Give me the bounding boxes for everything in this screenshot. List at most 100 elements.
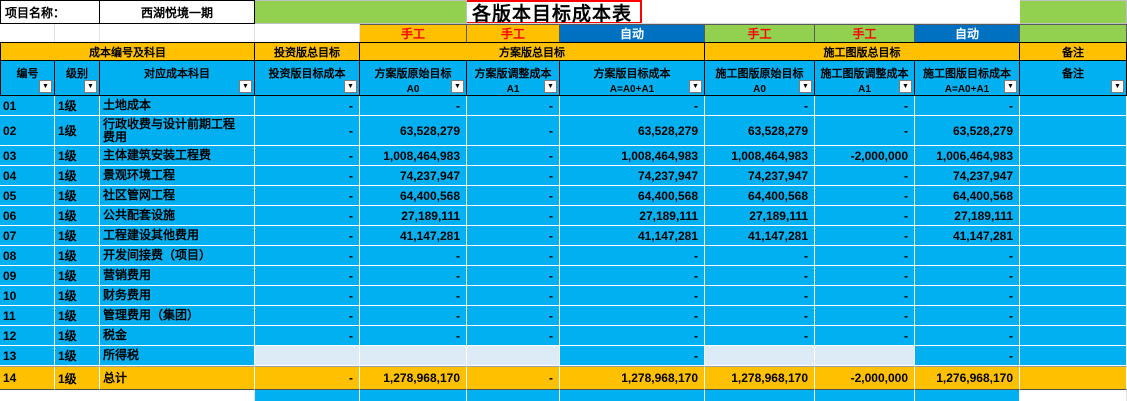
cell-value[interactable]: - <box>255 366 360 390</box>
cell-value[interactable]: 27,189,111 <box>360 206 467 226</box>
cell-no[interactable]: 08 <box>0 246 55 266</box>
cell-level[interactable]: 1级 <box>55 226 100 246</box>
cell-note[interactable] <box>1020 166 1127 186</box>
cell[interactable] <box>705 390 815 401</box>
cell-no[interactable]: 06 <box>0 206 55 226</box>
cell-value[interactable]: - <box>815 266 915 286</box>
cell-no[interactable]: 02 <box>0 116 55 146</box>
cell-value[interactable]: - <box>467 366 560 390</box>
cell-subject[interactable]: 开发间接费（项目） <box>100 246 255 266</box>
project-name-value[interactable]: 西湖悦境一期 <box>100 0 255 24</box>
cell-value[interactable]: 1,008,464,983 <box>560 146 705 166</box>
cell-value[interactable]: - <box>815 226 915 246</box>
cell-value[interactable]: 1,006,464,983 <box>915 146 1020 166</box>
cell-value[interactable]: - <box>467 306 560 326</box>
cell-value[interactable]: 1,008,464,983 <box>360 146 467 166</box>
autofilter-button[interactable]: ▼ <box>799 80 812 93</box>
cell-value[interactable]: - <box>705 96 815 116</box>
cell-value[interactable]: 1,278,968,170 <box>360 366 467 390</box>
cell-note[interactable] <box>1020 96 1127 116</box>
cell-value[interactable]: 27,189,111 <box>705 206 815 226</box>
cell-value[interactable]: - <box>915 246 1020 266</box>
cell-value[interactable]: - <box>255 326 360 346</box>
cell-note[interactable] <box>1020 326 1127 346</box>
cell-no[interactable]: 05 <box>0 186 55 206</box>
cell-value[interactable]: 64,400,568 <box>705 186 815 206</box>
cell-value[interactable]: - <box>815 306 915 326</box>
cell-value[interactable]: 74,237,947 <box>915 166 1020 186</box>
cell-value[interactable]: - <box>467 116 560 146</box>
cell-value[interactable]: - <box>560 266 705 286</box>
cell-value[interactable]: - <box>255 186 360 206</box>
cell-value[interactable]: - <box>915 326 1020 346</box>
cell-value[interactable]: - <box>255 226 360 246</box>
cell-value[interactable]: 63,528,279 <box>360 116 467 146</box>
cell[interactable] <box>467 390 560 401</box>
cell-level[interactable]: 1级 <box>55 116 100 146</box>
cell-value[interactable]: 1,278,968,170 <box>560 366 705 390</box>
cell-subject[interactable]: 公共配套设施 <box>100 206 255 226</box>
cell-value[interactable]: - <box>560 326 705 346</box>
cell-value[interactable]: 1,276,968,170 <box>915 366 1020 390</box>
cell-value[interactable]: - <box>705 306 815 326</box>
cell-value[interactable] <box>815 346 915 366</box>
cell-value[interactable] <box>360 346 467 366</box>
autofilter-button[interactable]: ▼ <box>1004 80 1017 93</box>
cell-value[interactable]: 64,400,568 <box>915 186 1020 206</box>
cell-subject[interactable]: 总计 <box>100 366 255 390</box>
autofilter-button[interactable]: ▼ <box>1111 80 1124 93</box>
cell-subject[interactable]: 工程建设其他费用 <box>100 226 255 246</box>
cell-subject[interactable]: 行政收费与设计前期工程费用 <box>100 116 255 146</box>
cell-no[interactable]: 14 <box>0 366 55 390</box>
cell-value[interactable]: - <box>815 206 915 226</box>
cell-note[interactable] <box>1020 116 1127 146</box>
cell-value[interactable]: - <box>815 96 915 116</box>
cell-subject[interactable]: 社区管网工程 <box>100 186 255 206</box>
cell-value[interactable]: 41,147,281 <box>360 226 467 246</box>
cell[interactable] <box>255 390 360 401</box>
cell-no[interactable]: 09 <box>0 266 55 286</box>
autofilter-button[interactable]: ▼ <box>899 80 912 93</box>
cell-value[interactable]: - <box>467 96 560 116</box>
cell-value[interactable]: - <box>467 246 560 266</box>
cell-value[interactable]: - <box>255 96 360 116</box>
cell[interactable] <box>0 390 255 401</box>
cell-note[interactable] <box>1020 286 1127 306</box>
cell-value[interactable]: - <box>915 306 1020 326</box>
cell-subject[interactable]: 管理费用（集团） <box>100 306 255 326</box>
cell-value[interactable]: - <box>467 286 560 306</box>
cell-level[interactable]: 1级 <box>55 306 100 326</box>
cell-subject[interactable]: 税金 <box>100 326 255 346</box>
cell-note[interactable] <box>1020 246 1127 266</box>
cell-value[interactable]: - <box>467 326 560 346</box>
cell-value[interactable]: - <box>815 116 915 146</box>
cell-subject[interactable]: 所得税 <box>100 346 255 366</box>
cell-value[interactable]: - <box>360 246 467 266</box>
cell-note[interactable] <box>1020 346 1127 366</box>
cell-value[interactable]: - <box>255 286 360 306</box>
cell-value[interactable]: 41,147,281 <box>705 226 815 246</box>
cell-value[interactable]: - <box>467 146 560 166</box>
cell-value[interactable]: - <box>560 306 705 326</box>
cell-subject[interactable]: 营销费用 <box>100 266 255 286</box>
cell-value[interactable]: - <box>360 96 467 116</box>
cell-no[interactable]: 01 <box>0 96 55 116</box>
cell-level[interactable]: 1级 <box>55 186 100 206</box>
cell-no[interactable]: 04 <box>0 166 55 186</box>
cell-value[interactable]: 1,278,968,170 <box>705 366 815 390</box>
cell-no[interactable]: 10 <box>0 286 55 306</box>
cell-value[interactable]: - <box>467 226 560 246</box>
autofilter-button[interactable]: ▼ <box>451 80 464 93</box>
cell-value[interactable]: - <box>255 166 360 186</box>
cell-note[interactable] <box>1020 306 1127 326</box>
cell-value[interactable]: - <box>255 306 360 326</box>
cell-value[interactable]: - <box>467 206 560 226</box>
cell-value[interactable]: 74,237,947 <box>560 166 705 186</box>
cell-level[interactable]: 1级 <box>55 166 100 186</box>
cell-value[interactable]: - <box>360 266 467 286</box>
cell-value[interactable]: - <box>815 246 915 266</box>
autofilter-button[interactable]: ▼ <box>344 80 357 93</box>
cell-value[interactable]: - <box>815 186 915 206</box>
cell-value[interactable]: - <box>560 96 705 116</box>
cell-value[interactable] <box>255 346 360 366</box>
